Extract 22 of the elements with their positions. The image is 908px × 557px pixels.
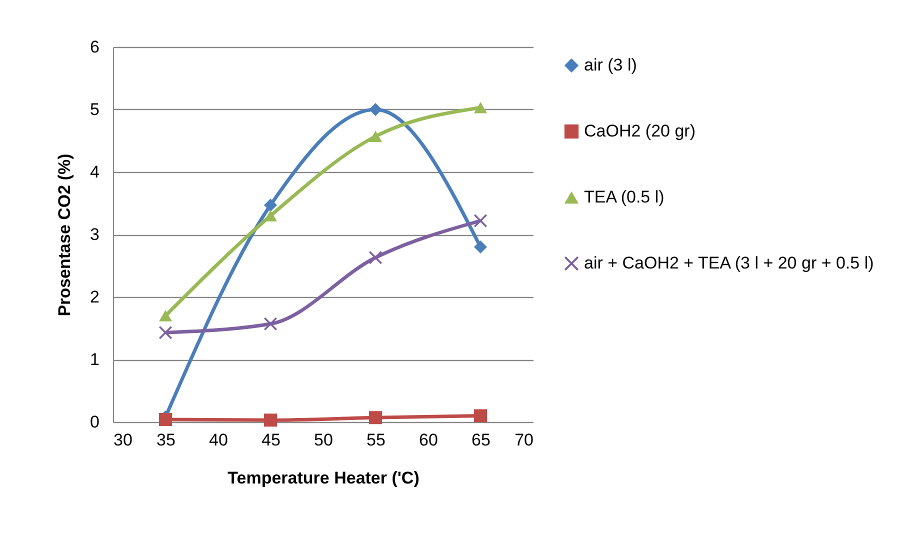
x-tick-label: 55 [366, 430, 386, 450]
y-tick-label: 2 [90, 288, 100, 306]
x-tick-label: 70 [514, 430, 534, 450]
x-tick-label: 35 [156, 430, 176, 450]
x-tick-label: 65 [472, 430, 490, 450]
y-axis-title: Prosentase CO2 (%) [55, 154, 74, 316]
y-tick-label: 0 [90, 412, 100, 432]
y-tick-label: 3 [90, 225, 100, 244]
y-tick-label: 1 [90, 350, 100, 369]
legend-label: CaOH2 (20 gr) [584, 122, 696, 140]
y-tick-label: 4 [90, 162, 100, 182]
x-tick-label: 50 [314, 430, 333, 450]
x-tick-label: 45 [262, 430, 280, 450]
legend-label: TEA (0.5 l) [584, 188, 664, 206]
x-tick-label: 30 [114, 430, 132, 450]
legend-label: air (3 l) [584, 56, 637, 74]
legend-label: air + CaOH2 + TEA (3 l + 20 gr + 0.5 l) [584, 254, 874, 272]
x-tick-label: 60 [419, 430, 438, 450]
y-tick-label: 6 [90, 38, 100, 56]
y-tick-label: 5 [90, 100, 100, 119]
x-tick-label: 40 [209, 430, 228, 450]
x-axis-title: Temperature Heater ('C) [228, 468, 420, 488]
